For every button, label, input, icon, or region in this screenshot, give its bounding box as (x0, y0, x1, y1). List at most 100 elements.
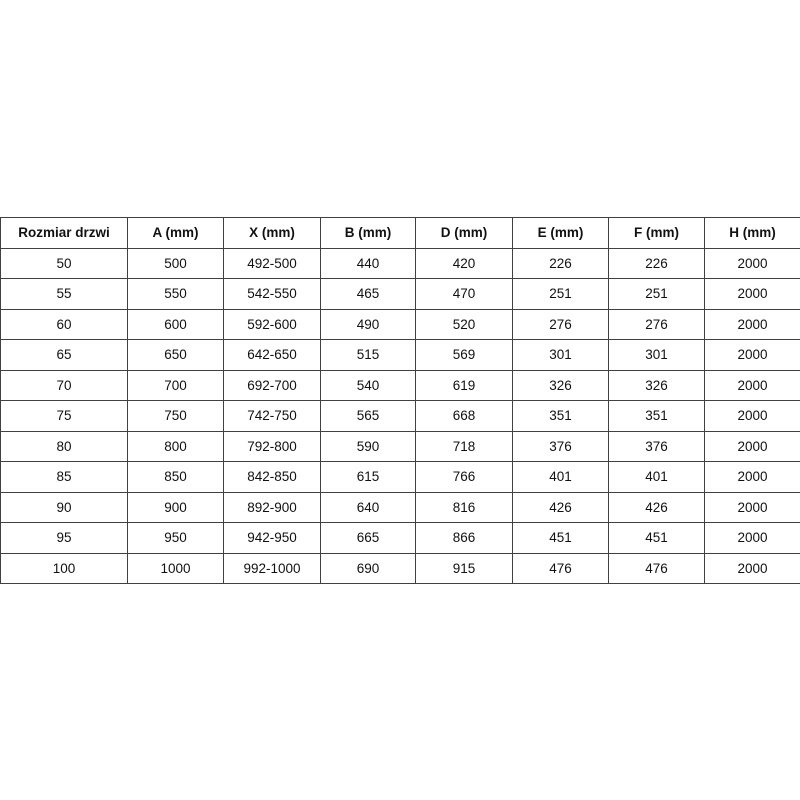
table-cell: 690 (320, 552, 416, 584)
table-row: 80 800 792-800 590 718 376 376 2000 (0, 430, 800, 462)
table-cell: 476 (512, 552, 609, 584)
table-row: 75 750 742-750 565 668 351 351 2000 (0, 400, 800, 432)
table-cell: 692-700 (223, 369, 321, 401)
table-cell: 276 (608, 308, 705, 340)
table-cell: 565 (320, 400, 416, 432)
table-cell: 476 (608, 552, 705, 584)
table-cell: 718 (415, 430, 513, 462)
table-cell: 842-850 (223, 461, 321, 493)
table-cell: 95 (0, 522, 128, 554)
table-cell: 85 (0, 461, 128, 493)
table-cell: 650 (127, 339, 224, 371)
table-cell: 2000 (704, 247, 800, 279)
table-cell: 900 (127, 491, 224, 523)
table-cell: 792-800 (223, 430, 321, 462)
table-cell: 351 (608, 400, 705, 432)
table-cell: 276 (512, 308, 609, 340)
table-cell: 251 (608, 278, 705, 310)
table-row: 60 600 592-600 490 520 276 276 2000 (0, 308, 800, 340)
table-cell: 60 (0, 308, 128, 340)
table-cell: 816 (415, 491, 513, 523)
table-cell: 520 (415, 308, 513, 340)
column-header: Rozmiar drzwi (0, 217, 128, 249)
table-cell: 376 (608, 430, 705, 462)
column-header: E (mm) (512, 217, 609, 249)
column-header: F (mm) (608, 217, 705, 249)
table-cell: 55 (0, 278, 128, 310)
table-cell: 301 (608, 339, 705, 371)
table-cell: 326 (608, 369, 705, 401)
table-cell: 2000 (704, 461, 800, 493)
table-cell: 492-500 (223, 247, 321, 279)
table-cell: 540 (320, 369, 416, 401)
table-cell: 600 (127, 308, 224, 340)
table-cell: 2000 (704, 278, 800, 310)
table-cell: 766 (415, 461, 513, 493)
column-header: X (mm) (223, 217, 321, 249)
table-cell: 451 (608, 522, 705, 554)
column-header: H (mm) (704, 217, 800, 249)
table-cell: 401 (608, 461, 705, 493)
table-cell: 50 (0, 247, 128, 279)
table-cell: 226 (608, 247, 705, 279)
table-row: 95 950 942-950 665 866 451 451 2000 (0, 522, 800, 554)
table-cell: 515 (320, 339, 416, 371)
table-cell: 251 (512, 278, 609, 310)
table-cell: 569 (415, 339, 513, 371)
table-cell: 351 (512, 400, 609, 432)
table-row: 90 900 892-900 640 816 426 426 2000 (0, 491, 800, 523)
table-cell: 401 (512, 461, 609, 493)
table-cell: 75 (0, 400, 128, 432)
table-cell: 542-550 (223, 278, 321, 310)
table-cell: 65 (0, 339, 128, 371)
table-cell: 590 (320, 430, 416, 462)
table-cell: 2000 (704, 400, 800, 432)
table-cell: 470 (415, 278, 513, 310)
column-header: D (mm) (415, 217, 513, 249)
table-cell: 301 (512, 339, 609, 371)
table-cell: 592-600 (223, 308, 321, 340)
column-header: A (mm) (127, 217, 224, 249)
table-cell: 892-900 (223, 491, 321, 523)
table-cell: 2000 (704, 369, 800, 401)
table-cell: 100 (0, 552, 128, 584)
table-row: 70 700 692-700 540 619 326 326 2000 (0, 369, 800, 401)
table-cell: 80 (0, 430, 128, 462)
table-cell: 2000 (704, 522, 800, 554)
table-cell: 376 (512, 430, 609, 462)
table-cell: 2000 (704, 552, 800, 584)
table-cell: 2000 (704, 339, 800, 371)
dimensions-table: Rozmiar drzwi A (mm) X (mm) B (mm) D (mm) E (… (0, 217, 800, 584)
table-cell: 451 (512, 522, 609, 554)
table-cell: 2000 (704, 308, 800, 340)
table-cell: 700 (127, 369, 224, 401)
table-cell: 992-1000 (223, 552, 321, 584)
table-cell: 326 (512, 369, 609, 401)
table-header-row: Rozmiar drzwi A (mm) X (mm) B (mm) D (mm) E (… (0, 217, 800, 249)
table-cell: 426 (512, 491, 609, 523)
table-cell: 420 (415, 247, 513, 279)
table-cell: 942-950 (223, 522, 321, 554)
table-row: 65 650 642-650 515 569 301 301 2000 (0, 339, 800, 371)
table-row: 55 550 542-550 465 470 251 251 2000 (0, 278, 800, 310)
table-cell: 70 (0, 369, 128, 401)
table-cell: 750 (127, 400, 224, 432)
table-cell: 2000 (704, 430, 800, 462)
table-cell: 866 (415, 522, 513, 554)
table-row: 100 1000 992-1000 690 915 476 476 2000 (0, 552, 800, 584)
table-row: 85 850 842-850 615 766 401 401 2000 (0, 461, 800, 493)
table-cell: 1000 (127, 552, 224, 584)
table-cell: 642-650 (223, 339, 321, 371)
column-header: B (mm) (320, 217, 416, 249)
table-cell: 915 (415, 552, 513, 584)
table-cell: 668 (415, 400, 513, 432)
table-cell: 800 (127, 430, 224, 462)
table-cell: 950 (127, 522, 224, 554)
table-cell: 226 (512, 247, 609, 279)
table-cell: 90 (0, 491, 128, 523)
table-cell: 426 (608, 491, 705, 523)
table-cell: 500 (127, 247, 224, 279)
table-cell: 619 (415, 369, 513, 401)
table-cell: 440 (320, 247, 416, 279)
table-cell: 665 (320, 522, 416, 554)
